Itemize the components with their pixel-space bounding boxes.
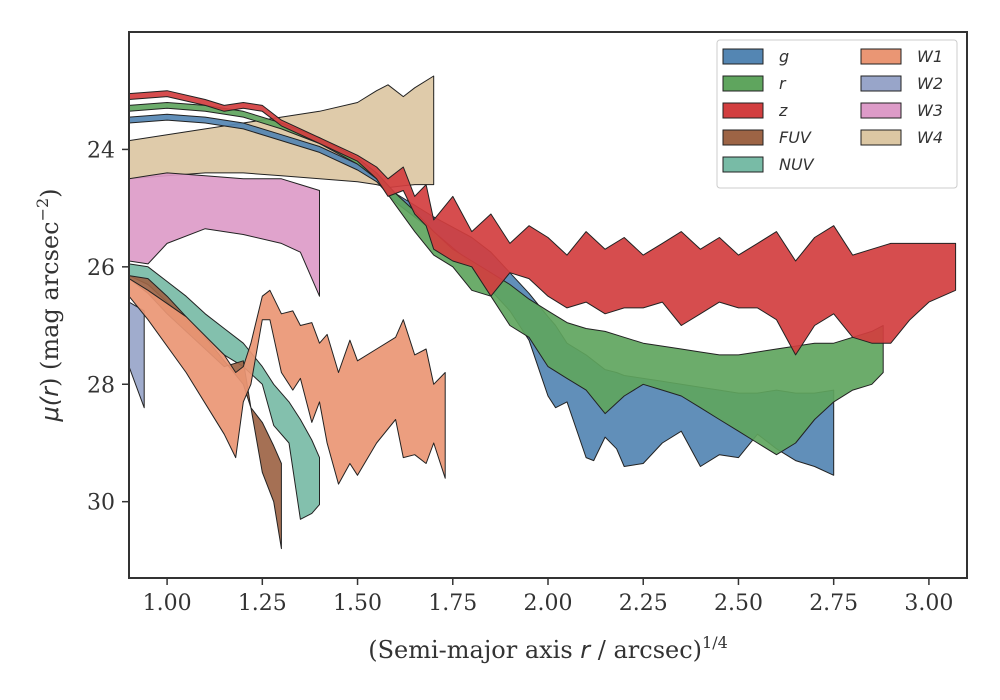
y-axis-label-rest: ) (mag arcsec (36, 221, 64, 387)
x-axis-ticks: 1.00 1.25 1.50 1.75 2.00 2.25 2.50 2.75 3.00 (143, 578, 953, 616)
band-z (129, 90, 957, 356)
legend-swatch-z (722, 102, 764, 119)
y-tick-label: 26 (87, 256, 115, 281)
x-axis-label: (Semi-major axis r / arcsec)1/4 (368, 633, 728, 664)
band-W3 (129, 172, 320, 297)
y-axis-label-main: μ( (36, 395, 64, 422)
x-tick-label: 2.50 (714, 591, 763, 616)
legend-items: grz FUV NUV W1 W2 W3 W4 (722, 47, 943, 174)
x-tick-label: 3.00 (904, 591, 953, 616)
legend: grz FUV NUV W1 W2 W3 W4 (716, 39, 958, 189)
legend-label-W1: W1 (917, 47, 943, 66)
band-W1 (129, 278, 446, 485)
legend-label-W2: W2 (917, 74, 943, 93)
x-tick-label: 1.50 (333, 591, 382, 616)
legend-label-W3: W3 (917, 101, 943, 120)
x-tick-label: 1.00 (143, 591, 192, 616)
legend-swatch-NUV (722, 156, 764, 173)
legend-label-FUV: FUV (779, 128, 812, 147)
x-tick-label: 2.00 (524, 591, 573, 616)
y-axis-label: μ(r) (mag arcsec−2) (33, 188, 64, 422)
y-tick-label: 30 (87, 491, 115, 516)
y-tick-label: 28 (87, 373, 115, 398)
legend-swatch-FUV (722, 129, 764, 146)
y-tick-label: 24 (87, 138, 115, 163)
legend-label-z: z (778, 101, 788, 120)
y-axis-ticks: 24 26 28 30 (87, 138, 129, 516)
x-axis-label-sup: 1/4 (702, 633, 728, 652)
x-tick-label: 2.25 (619, 591, 668, 616)
legend-label-r: r (779, 74, 787, 93)
legend-swatch-g (722, 48, 764, 65)
legend-swatch-W2 (860, 75, 902, 92)
legend-swatch-W1 (860, 48, 902, 65)
x-axis-label-rest: / arcsec) (590, 636, 702, 664)
x-axis-label-main: (Semi-major axis (368, 636, 580, 664)
profile-bands (129, 75, 957, 550)
x-tick-label: 1.25 (238, 591, 287, 616)
legend-swatch-W4 (860, 129, 902, 146)
legend-label-g: g (779, 47, 789, 66)
legend-label-NUV: NUV (779, 155, 815, 174)
x-tick-label: 2.75 (809, 591, 858, 616)
legend-swatch-W3 (860, 102, 902, 119)
x-tick-label: 1.75 (428, 591, 477, 616)
x-axis-label-var: r (580, 636, 592, 664)
legend-label-W4: W4 (917, 128, 943, 147)
y-axis-label-var: r (36, 385, 64, 397)
band-W2 (129, 301, 145, 409)
y-axis-label-sup: −2 (33, 198, 52, 222)
y-axis-label-close: ) (36, 188, 64, 197)
legend-swatch-r (722, 75, 764, 92)
